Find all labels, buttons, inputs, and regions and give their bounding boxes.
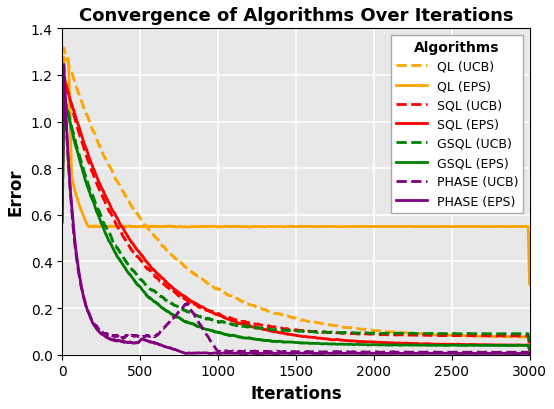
SQL (EPS) xyxy=(60,75,67,80)
GSQL (UCB) xyxy=(342,330,349,335)
GSQL (UCB) xyxy=(526,341,533,346)
GSQL (EPS) xyxy=(284,339,290,344)
SQL (EPS) xyxy=(526,347,533,352)
GSQL (EPS) xyxy=(505,343,512,348)
GSQL (UCB) xyxy=(214,319,220,324)
SQL (UCB) xyxy=(505,334,512,339)
SQL (UCB) xyxy=(342,331,349,336)
QL (UCB) xyxy=(60,46,67,51)
SQL (UCB) xyxy=(59,212,65,217)
QL (EPS) xyxy=(342,225,349,229)
GSQL (EPS) xyxy=(342,342,349,347)
SQL (UCB) xyxy=(152,275,159,280)
QL (EPS) xyxy=(505,225,512,229)
QL (EPS) xyxy=(152,224,159,229)
GSQL (EPS) xyxy=(526,347,533,352)
QL (EPS) xyxy=(214,225,220,230)
QL (EPS) xyxy=(65,57,72,62)
GSQL (UCB) xyxy=(152,290,159,295)
PHASE (EPS) xyxy=(284,351,290,356)
PHASE (EPS) xyxy=(505,351,512,356)
PHASE (UCB) xyxy=(284,349,290,354)
PHASE (EPS) xyxy=(60,65,67,70)
GSQL (UCB) xyxy=(60,92,67,97)
Line: QL (EPS): QL (EPS) xyxy=(62,60,530,285)
PHASE (EPS) xyxy=(526,352,533,357)
QL (EPS) xyxy=(59,205,65,210)
Line: GSQL (UCB): GSQL (UCB) xyxy=(62,94,530,344)
PHASE (UCB) xyxy=(59,197,65,202)
X-axis label: Iterations: Iterations xyxy=(250,384,342,402)
SQL (EPS) xyxy=(342,338,349,343)
Legend: QL (UCB), QL (EPS), SQL (UCB), SQL (EPS), GSQL (UCB), GSQL (EPS), PHASE (UCB), P: QL (UCB), QL (EPS), SQL (UCB), SQL (EPS)… xyxy=(391,36,524,213)
GSQL (UCB) xyxy=(505,331,512,336)
Line: GSQL (EPS): GSQL (EPS) xyxy=(62,94,530,350)
GSQL (UCB) xyxy=(245,325,252,330)
GSQL (EPS) xyxy=(214,330,220,335)
PHASE (EPS) xyxy=(59,199,65,204)
QL (UCB) xyxy=(152,236,159,240)
SQL (UCB) xyxy=(214,311,220,316)
PHASE (UCB) xyxy=(526,351,533,356)
QL (EPS) xyxy=(526,282,533,287)
QL (EPS) xyxy=(284,225,290,229)
GSQL (EPS) xyxy=(59,220,65,225)
GSQL (UCB) xyxy=(59,220,65,225)
QL (UCB) xyxy=(245,302,252,307)
SQL (UCB) xyxy=(284,326,290,331)
SQL (EPS) xyxy=(245,323,252,328)
QL (EPS) xyxy=(245,225,252,230)
SQL (EPS) xyxy=(284,332,290,337)
PHASE (EPS) xyxy=(214,351,220,356)
SQL (EPS) xyxy=(59,213,65,218)
GSQL (EPS) xyxy=(60,92,67,97)
Line: SQL (UCB): SQL (UCB) xyxy=(62,77,530,344)
PHASE (EPS) xyxy=(245,351,252,356)
PHASE (EPS) xyxy=(152,341,159,346)
PHASE (UCB) xyxy=(245,349,252,354)
Line: PHASE (UCB): PHASE (UCB) xyxy=(62,65,530,353)
PHASE (UCB) xyxy=(60,63,67,67)
QL (UCB) xyxy=(284,314,290,319)
SQL (EPS) xyxy=(214,312,220,317)
SQL (UCB) xyxy=(60,74,67,79)
QL (UCB) xyxy=(214,287,220,292)
Y-axis label: Error: Error xyxy=(7,169,25,216)
SQL (UCB) xyxy=(526,342,533,347)
QL (UCB) xyxy=(505,335,512,339)
SQL (UCB) xyxy=(245,320,252,325)
GSQL (EPS) xyxy=(245,336,252,341)
PHASE (UCB) xyxy=(152,334,159,339)
SQL (EPS) xyxy=(152,270,159,274)
Line: QL (UCB): QL (UCB) xyxy=(62,49,530,345)
PHASE (UCB) xyxy=(342,350,349,355)
PHASE (UCB) xyxy=(214,348,220,353)
QL (UCB) xyxy=(342,325,349,330)
GSQL (EPS) xyxy=(152,300,159,305)
Line: PHASE (EPS): PHASE (EPS) xyxy=(62,67,530,354)
SQL (EPS) xyxy=(505,343,512,348)
Line: SQL (EPS): SQL (EPS) xyxy=(62,78,530,350)
Title: Convergence of Algorithms Over Iterations: Convergence of Algorithms Over Iteration… xyxy=(79,7,513,25)
PHASE (UCB) xyxy=(505,350,512,355)
GSQL (UCB) xyxy=(284,328,290,333)
PHASE (EPS) xyxy=(342,351,349,356)
QL (UCB) xyxy=(526,343,533,348)
QL (UCB) xyxy=(59,197,65,202)
